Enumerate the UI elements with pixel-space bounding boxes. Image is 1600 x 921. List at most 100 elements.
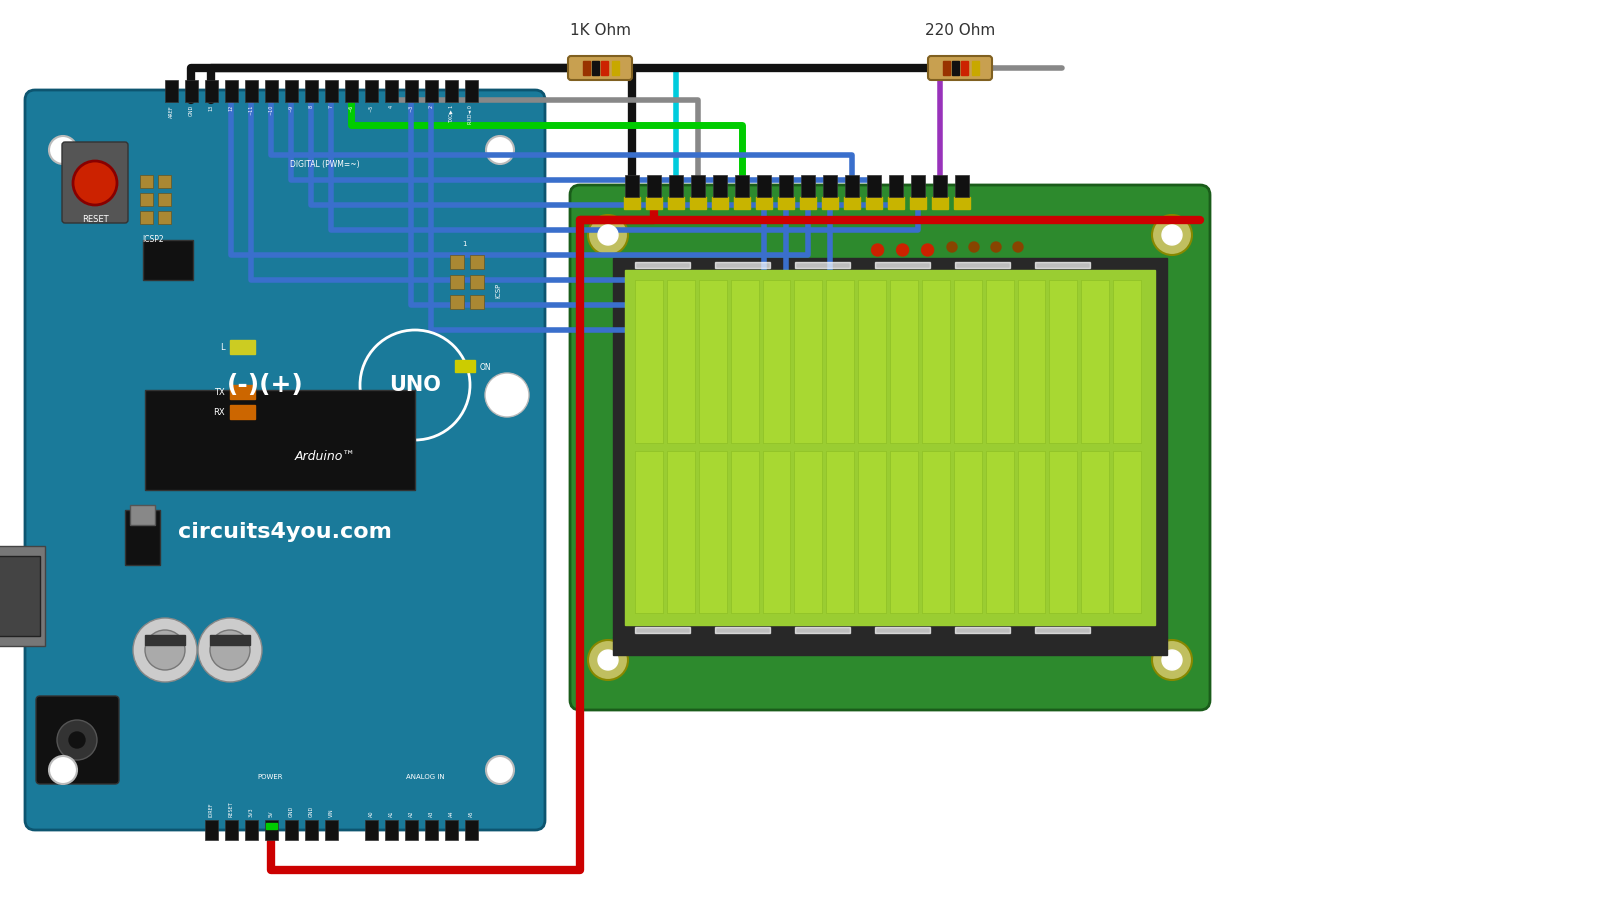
Bar	[346, 80, 358, 102]
Bar	[470, 275, 483, 289]
Bar	[454, 360, 475, 372]
Circle shape	[589, 640, 627, 680]
Bar	[712, 197, 728, 209]
FancyBboxPatch shape	[928, 56, 992, 80]
Bar	[955, 627, 1010, 633]
Bar	[714, 175, 726, 197]
Bar	[888, 197, 904, 209]
Bar	[386, 80, 398, 102]
Text: ICSP2: ICSP2	[142, 235, 163, 244]
Text: L: L	[221, 343, 226, 352]
Bar	[450, 295, 464, 309]
Text: A0: A0	[368, 810, 373, 817]
Bar	[141, 211, 154, 224]
Circle shape	[990, 242, 1002, 252]
Bar	[954, 280, 982, 442]
Bar	[667, 450, 694, 613]
Circle shape	[589, 215, 627, 255]
Text: 5V: 5V	[269, 810, 274, 817]
Bar	[635, 450, 662, 613]
Circle shape	[210, 630, 250, 670]
Bar	[592, 61, 598, 75]
Bar	[699, 280, 726, 442]
Bar	[386, 820, 398, 840]
Bar	[795, 627, 850, 633]
Text: 13: 13	[208, 105, 213, 111]
Bar	[822, 197, 838, 209]
Bar	[794, 280, 822, 442]
Bar	[613, 258, 1166, 637]
Bar	[986, 450, 1013, 613]
Bar	[611, 61, 619, 75]
Bar	[757, 197, 771, 209]
Bar	[866, 197, 882, 209]
Text: A3: A3	[429, 810, 434, 817]
Text: 7: 7	[328, 105, 333, 108]
Bar	[763, 280, 790, 442]
Bar	[800, 197, 816, 209]
FancyBboxPatch shape	[570, 185, 1210, 710]
Bar	[613, 637, 1166, 655]
Bar	[890, 280, 918, 442]
Circle shape	[1152, 215, 1192, 255]
Text: ANALOG IN: ANALOG IN	[406, 774, 445, 780]
Text: A1: A1	[389, 810, 394, 817]
Bar	[942, 61, 950, 75]
Bar	[141, 193, 154, 206]
Bar	[635, 280, 662, 442]
Bar	[734, 197, 750, 209]
Bar	[690, 197, 706, 209]
Bar	[445, 820, 458, 840]
FancyBboxPatch shape	[62, 142, 128, 223]
Bar	[130, 505, 155, 525]
Text: ~6: ~6	[349, 105, 354, 112]
Bar	[669, 197, 685, 209]
Circle shape	[1162, 225, 1182, 245]
Circle shape	[922, 244, 933, 256]
Text: ~11: ~11	[248, 105, 253, 115]
Bar	[0, 556, 40, 636]
Text: IOREF: IOREF	[208, 802, 213, 817]
Text: ~9: ~9	[288, 105, 293, 112]
Bar	[285, 80, 298, 102]
Bar	[146, 635, 186, 645]
Bar	[158, 193, 171, 206]
Bar	[450, 275, 464, 289]
Circle shape	[486, 136, 514, 164]
Text: 220 Ohm: 220 Ohm	[925, 23, 995, 38]
Bar	[624, 197, 640, 209]
Bar	[910, 197, 926, 209]
Text: ~10: ~10	[269, 105, 274, 115]
Circle shape	[1152, 640, 1192, 680]
Bar	[325, 80, 338, 102]
Text: UNO: UNO	[389, 375, 442, 395]
Text: 12: 12	[229, 105, 234, 111]
Bar	[826, 280, 854, 442]
Text: (-)(+): (-)(+)	[227, 373, 304, 397]
Text: ~3: ~3	[408, 105, 413, 112]
Bar	[822, 175, 837, 197]
Bar	[962, 61, 968, 75]
Text: Arduino™: Arduino™	[294, 450, 355, 463]
Circle shape	[598, 650, 618, 670]
Text: 2: 2	[429, 105, 434, 108]
Bar	[426, 80, 438, 102]
Bar	[955, 262, 1010, 268]
Bar	[826, 450, 854, 613]
Bar	[933, 175, 947, 197]
Bar	[954, 450, 982, 613]
Bar	[602, 61, 608, 75]
Bar	[973, 61, 979, 75]
Bar	[715, 627, 770, 633]
Circle shape	[872, 244, 883, 256]
Bar	[1018, 280, 1045, 442]
Bar	[365, 80, 378, 102]
Bar	[1082, 450, 1109, 613]
Text: 3V3: 3V3	[248, 808, 253, 817]
Bar	[635, 262, 690, 268]
Bar	[757, 175, 771, 197]
Circle shape	[896, 244, 909, 256]
Bar	[931, 197, 947, 209]
Bar	[146, 390, 414, 490]
Text: A4: A4	[448, 810, 453, 817]
